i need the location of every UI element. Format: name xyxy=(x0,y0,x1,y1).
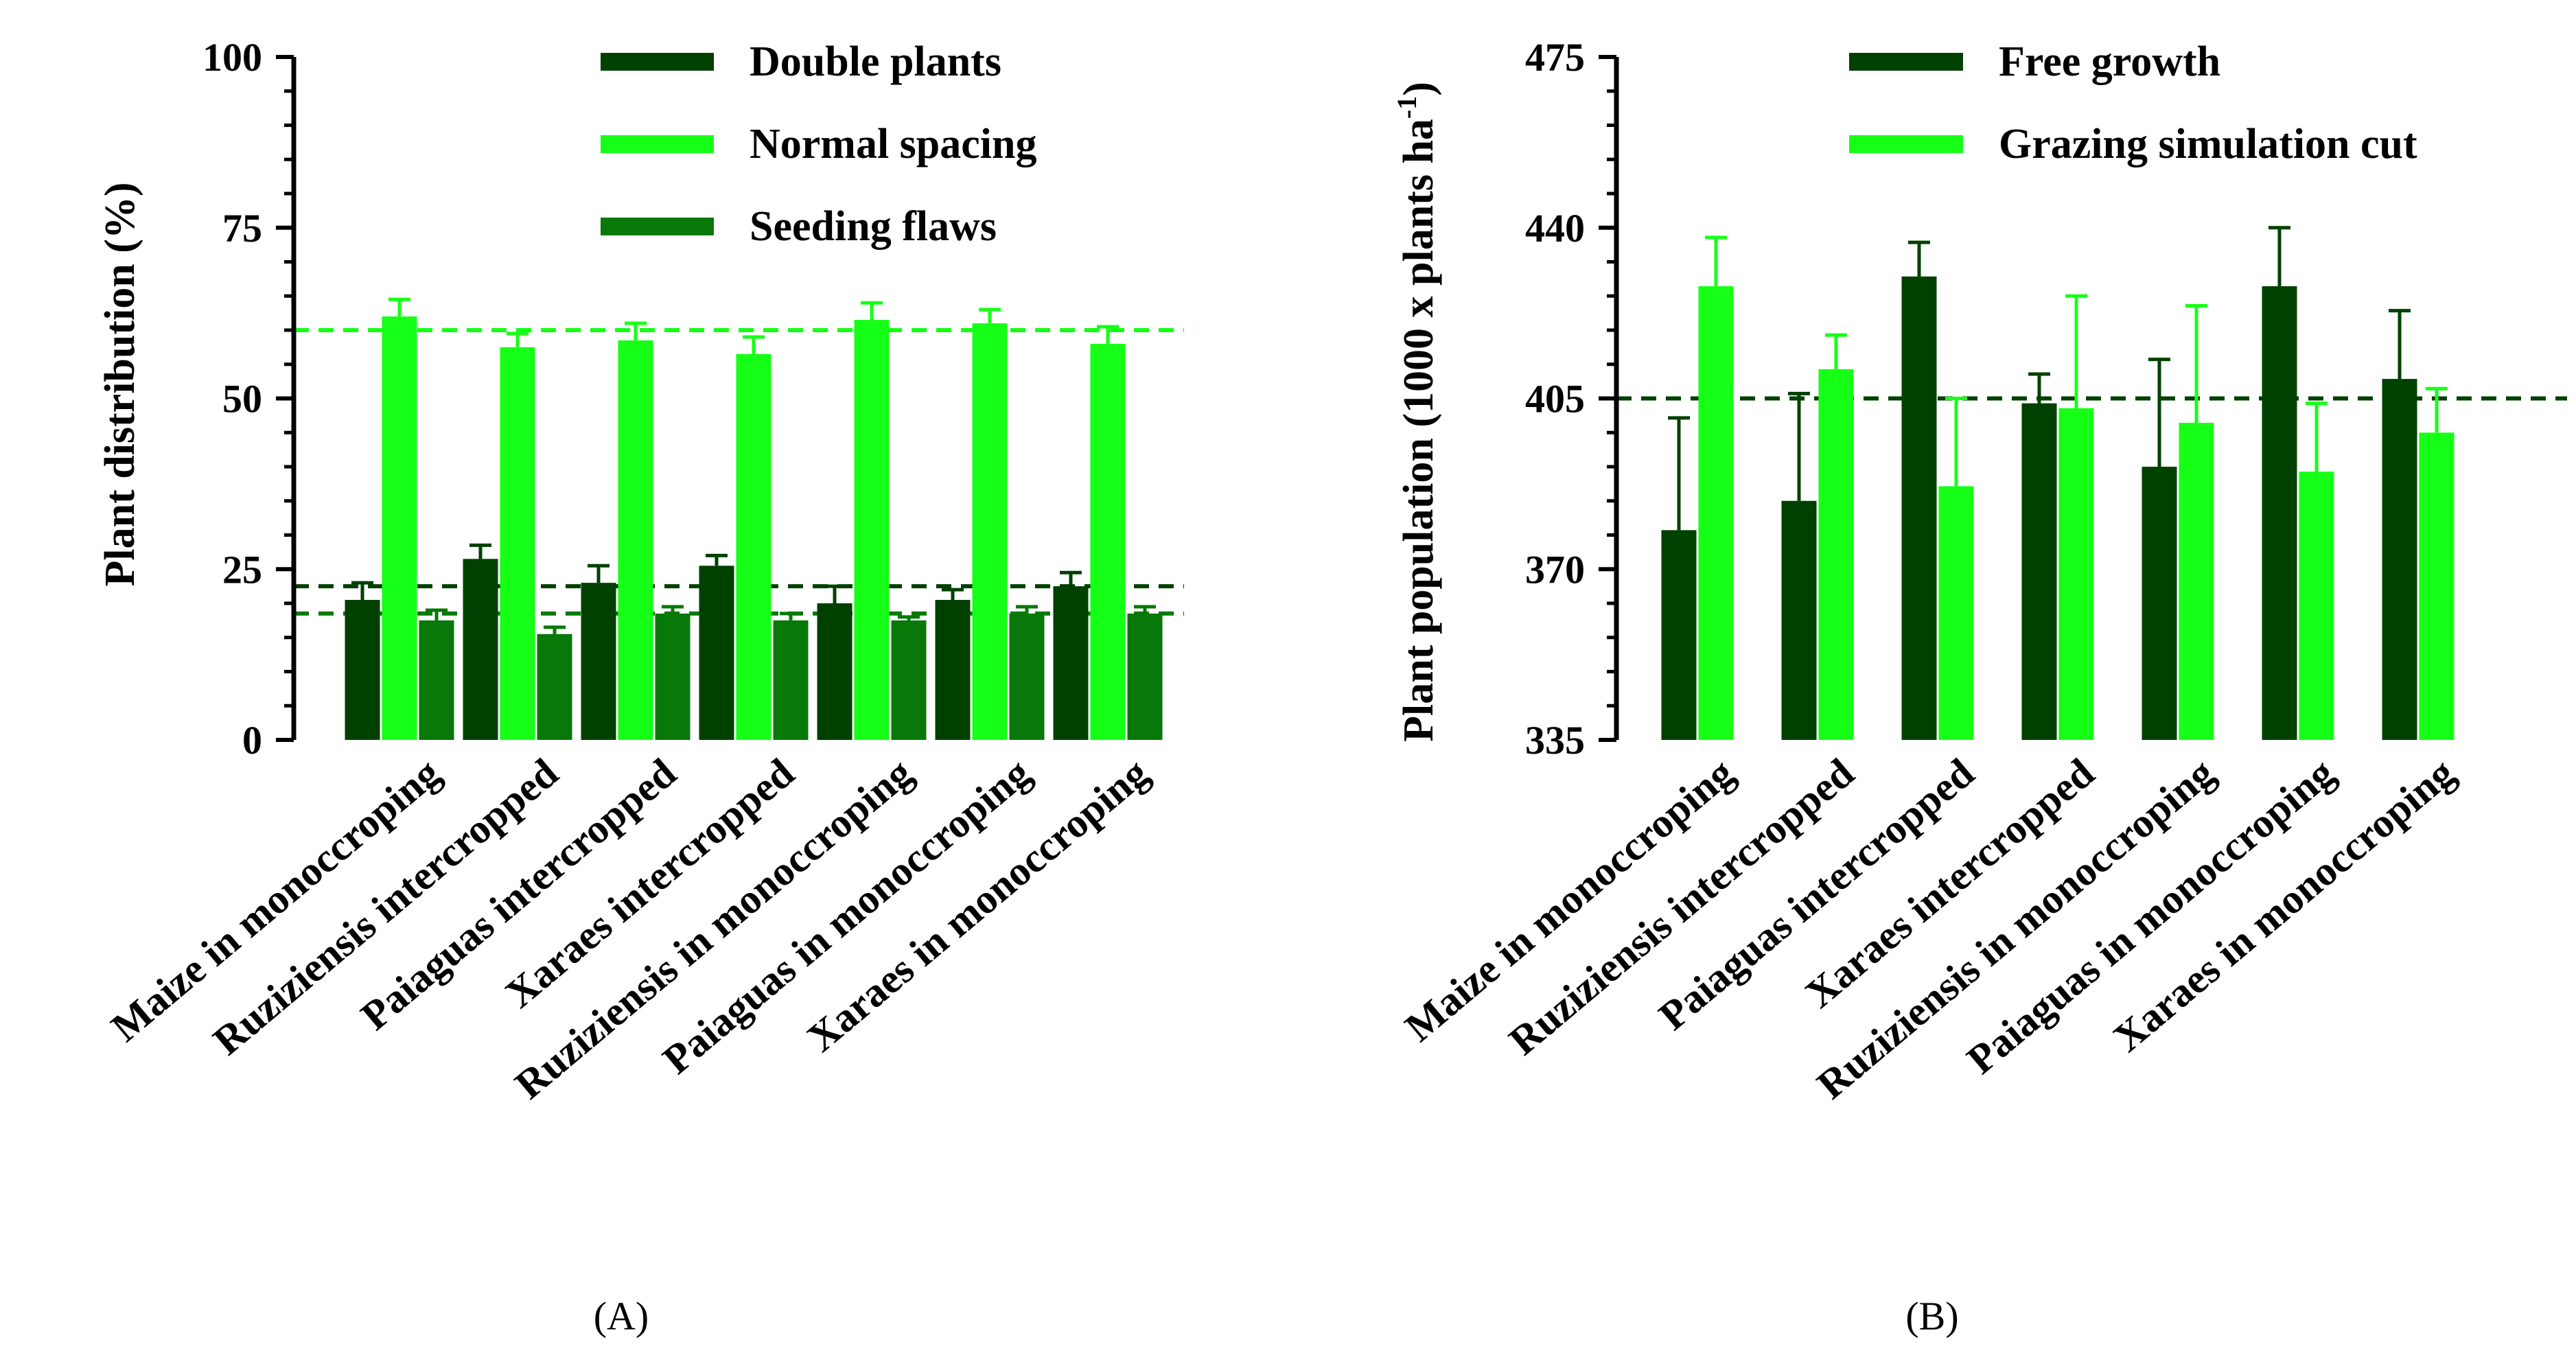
bar-b-0-3 xyxy=(2021,403,2057,740)
bar-a-2-1 xyxy=(537,634,572,740)
bar-a-0-5 xyxy=(935,600,971,740)
y-axis-label-b: Plant population (1000 x plants ha-1) xyxy=(1391,82,1442,742)
bar-a-0-0 xyxy=(345,600,380,740)
bar-a-0-4 xyxy=(817,603,852,740)
legend-label-a-0: Double plants xyxy=(750,38,1001,85)
y-axis-b: 335 370 405 440 475 xyxy=(1525,35,1619,763)
bars-b xyxy=(1661,226,2455,741)
bar-a-1-6 xyxy=(1090,343,1126,740)
y-tick-label-b-3: 440 xyxy=(1525,206,1585,251)
legend-b: Free growth Grazing simulation cut xyxy=(1849,38,2417,167)
bar-a-0-1 xyxy=(463,559,498,740)
bar-b-1-1 xyxy=(1818,369,1854,740)
legend-label-a-1: Normal spacing xyxy=(750,121,1037,167)
legend-label-a-2: Seeding flaws xyxy=(750,203,997,250)
bar-a-1-2 xyxy=(618,340,653,740)
bar-a-2-0 xyxy=(419,620,454,740)
bar-b-0-0 xyxy=(1661,530,1697,740)
bar-a-0-3 xyxy=(699,566,734,740)
y-axis-label-b-close: ) xyxy=(1395,82,1442,96)
bar-a-2-4 xyxy=(891,620,927,740)
y-axis-label-b-sup: -1 xyxy=(1391,96,1422,119)
y-tick-label-a-4: 100 xyxy=(202,35,262,80)
y-axis-a: 0 25 50 75 100 xyxy=(202,35,297,763)
y-tick-label-b-0: 335 xyxy=(1525,718,1585,763)
y-tick-label-a-1: 25 xyxy=(222,547,262,592)
chart-panel-a: 0 25 50 75 100 Maize in monoccropingRuzizien… xyxy=(97,35,1184,1338)
chart-panel-b: 335 370 405 440 475 Maize in monoccropingRuz… xyxy=(1391,35,2567,1338)
bar-a-1-5 xyxy=(972,323,1008,740)
y-axis-label-a: Plant distribution (%) xyxy=(97,182,143,586)
panel-label-b: (B) xyxy=(1905,1294,1958,1338)
y-axis-label-b-main: Plant population (1000 x plants ha xyxy=(1395,119,1442,742)
bar-a-2-6 xyxy=(1127,613,1163,740)
bar-b-1-3 xyxy=(2058,408,2094,740)
bar-a-1-0 xyxy=(382,316,417,741)
y-tick-label-a-2: 50 xyxy=(222,377,262,421)
bars-a xyxy=(345,297,1163,741)
panel-label-a: (A) xyxy=(594,1294,649,1338)
bar-b-0-5 xyxy=(2262,286,2297,740)
bar-a-1-1 xyxy=(500,347,535,740)
bar-a-0-6 xyxy=(1053,586,1089,740)
bar-a-2-2 xyxy=(655,613,691,740)
bar-b-0-2 xyxy=(1901,276,1937,741)
y-tick-label-b-2: 405 xyxy=(1525,377,1585,421)
bar-b-1-4 xyxy=(2179,423,2214,740)
bar-b-0-1 xyxy=(1781,500,1817,740)
bar-b-0-4 xyxy=(2142,467,2177,740)
bar-b-1-2 xyxy=(1938,486,1974,740)
bar-a-0-2 xyxy=(581,583,616,740)
y-tick-label-b-4: 475 xyxy=(1525,35,1585,80)
bar-b-1-0 xyxy=(1698,286,1734,740)
legend-a: Double plants Normal spacing Seeding flaws xyxy=(601,38,1037,250)
bar-a-1-3 xyxy=(736,353,771,740)
y-tick-label-b-1: 370 xyxy=(1525,547,1585,592)
bar-b-1-5 xyxy=(2299,472,2334,740)
bar-b-1-6 xyxy=(2419,432,2455,740)
bar-a-2-3 xyxy=(773,620,809,740)
bar-a-2-5 xyxy=(1009,613,1045,740)
legend-label-b-0: Free growth xyxy=(1999,38,2220,85)
bar-b-0-6 xyxy=(2382,379,2417,740)
y-tick-label-a-0: 0 xyxy=(242,718,262,763)
y-tick-label-a-3: 75 xyxy=(222,206,262,251)
bar-a-1-4 xyxy=(854,320,890,740)
legend-label-b-1: Grazing simulation cut xyxy=(1999,121,2417,167)
